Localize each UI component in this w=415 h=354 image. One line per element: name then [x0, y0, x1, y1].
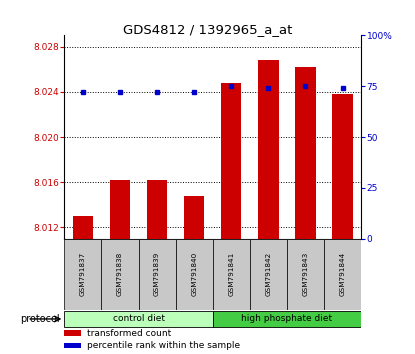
- Bar: [295, 67, 316, 239]
- Bar: [64, 311, 213, 327]
- Text: control diet: control diet: [112, 314, 164, 324]
- Text: high phosphate diet: high phosphate diet: [241, 314, 332, 324]
- Bar: [101, 239, 139, 310]
- Text: GSM791837: GSM791837: [80, 252, 86, 296]
- Bar: [332, 94, 353, 239]
- Bar: [139, 239, 176, 310]
- Text: GDS4812 / 1392965_a_at: GDS4812 / 1392965_a_at: [123, 23, 292, 36]
- Text: GSM791844: GSM791844: [339, 252, 346, 296]
- Text: GSM791838: GSM791838: [117, 252, 123, 296]
- Text: transformed count: transformed count: [87, 329, 171, 337]
- Text: GSM791843: GSM791843: [303, 252, 308, 296]
- Bar: [213, 239, 250, 310]
- Bar: [324, 239, 361, 310]
- Text: GSM791841: GSM791841: [228, 252, 234, 296]
- Bar: [258, 60, 278, 239]
- Text: GSM791842: GSM791842: [265, 252, 271, 296]
- Bar: [213, 311, 361, 327]
- Bar: [64, 239, 101, 310]
- Text: protocol: protocol: [21, 314, 60, 324]
- Text: percentile rank within the sample: percentile rank within the sample: [87, 341, 240, 350]
- Bar: [147, 180, 167, 239]
- Bar: [110, 180, 130, 239]
- Bar: [221, 83, 242, 239]
- Bar: [73, 216, 93, 239]
- Bar: [250, 239, 287, 310]
- Text: GSM791839: GSM791839: [154, 252, 160, 296]
- Bar: [184, 196, 204, 239]
- Bar: [287, 239, 324, 310]
- Bar: [64, 343, 81, 348]
- Bar: [176, 239, 213, 310]
- Bar: [64, 330, 81, 336]
- Text: GSM791840: GSM791840: [191, 252, 197, 296]
